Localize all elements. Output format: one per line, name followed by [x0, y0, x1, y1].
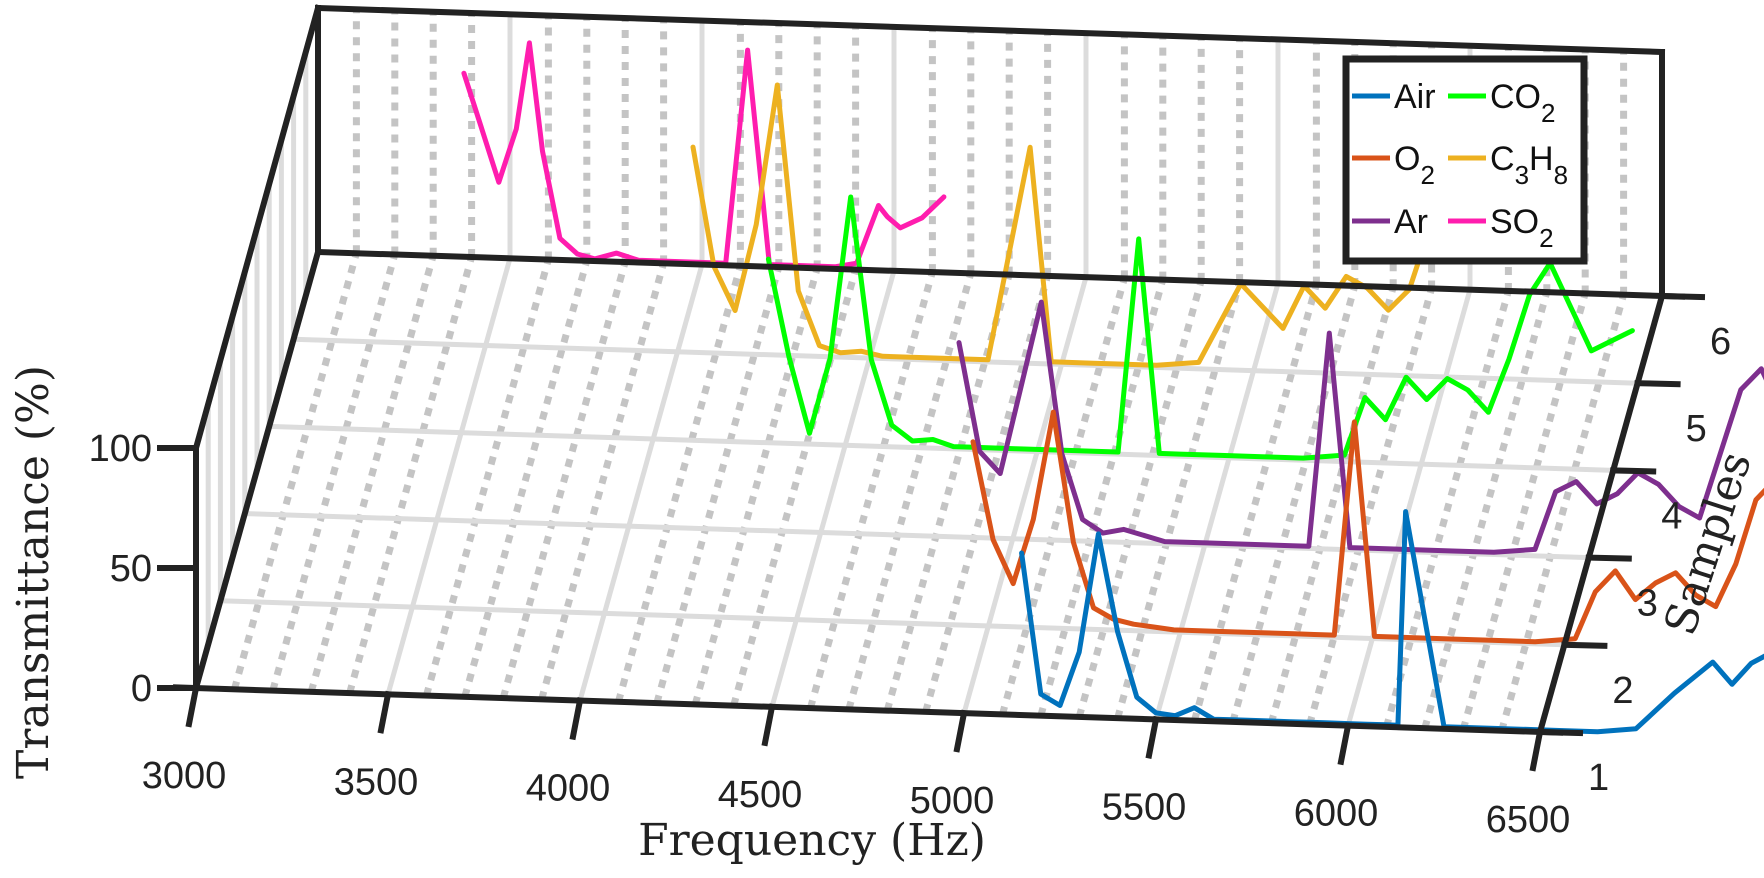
y-axis-title: Samples [1655, 446, 1762, 641]
y-tick-label: 6 [1710, 321, 1731, 363]
x-tick-label: 4000 [526, 768, 611, 810]
grid-lines [205, 9, 1638, 732]
z-tick-label: 50 [110, 548, 152, 590]
axis-ticks: 0 50 100 3000 3500 4000 4500 5000 5500 6000 6500 1 2… [89, 292, 1731, 841]
x-axis-title: Frequency (Hz) [638, 815, 986, 866]
y-tick-label: 4 [1661, 495, 1682, 537]
series-co2 [765, 194, 1635, 461]
axes-frame [172, 4, 1686, 736]
x-tick-label: 6500 [1486, 799, 1571, 841]
legend-label-c3h8: C3H8 [1490, 140, 1568, 190]
x-tick-label: 3500 [334, 761, 419, 803]
series-o2 [970, 409, 1764, 645]
x-tick-label: 5500 [1102, 786, 1187, 828]
x-tick-label: 5000 [910, 780, 995, 822]
z-axis-title: Transmittance (%) [8, 365, 59, 779]
legend-label-ar: Ar [1394, 203, 1428, 241]
x-tick-label: 6000 [1294, 793, 1379, 835]
x-tick-label: 4500 [718, 774, 803, 816]
y-tick-label: 2 [1612, 670, 1633, 712]
y-tick-label: 3 [1637, 583, 1658, 625]
x-tick-label: 3000 [142, 755, 227, 797]
legend-label-air: Air [1394, 78, 1436, 116]
z-tick-label: 100 [89, 428, 152, 470]
y-tick-label: 1 [1588, 757, 1609, 799]
y-tick-label: 5 [1686, 408, 1707, 450]
z-tick-label: 0 [131, 668, 152, 710]
series-air [1019, 509, 1764, 735]
